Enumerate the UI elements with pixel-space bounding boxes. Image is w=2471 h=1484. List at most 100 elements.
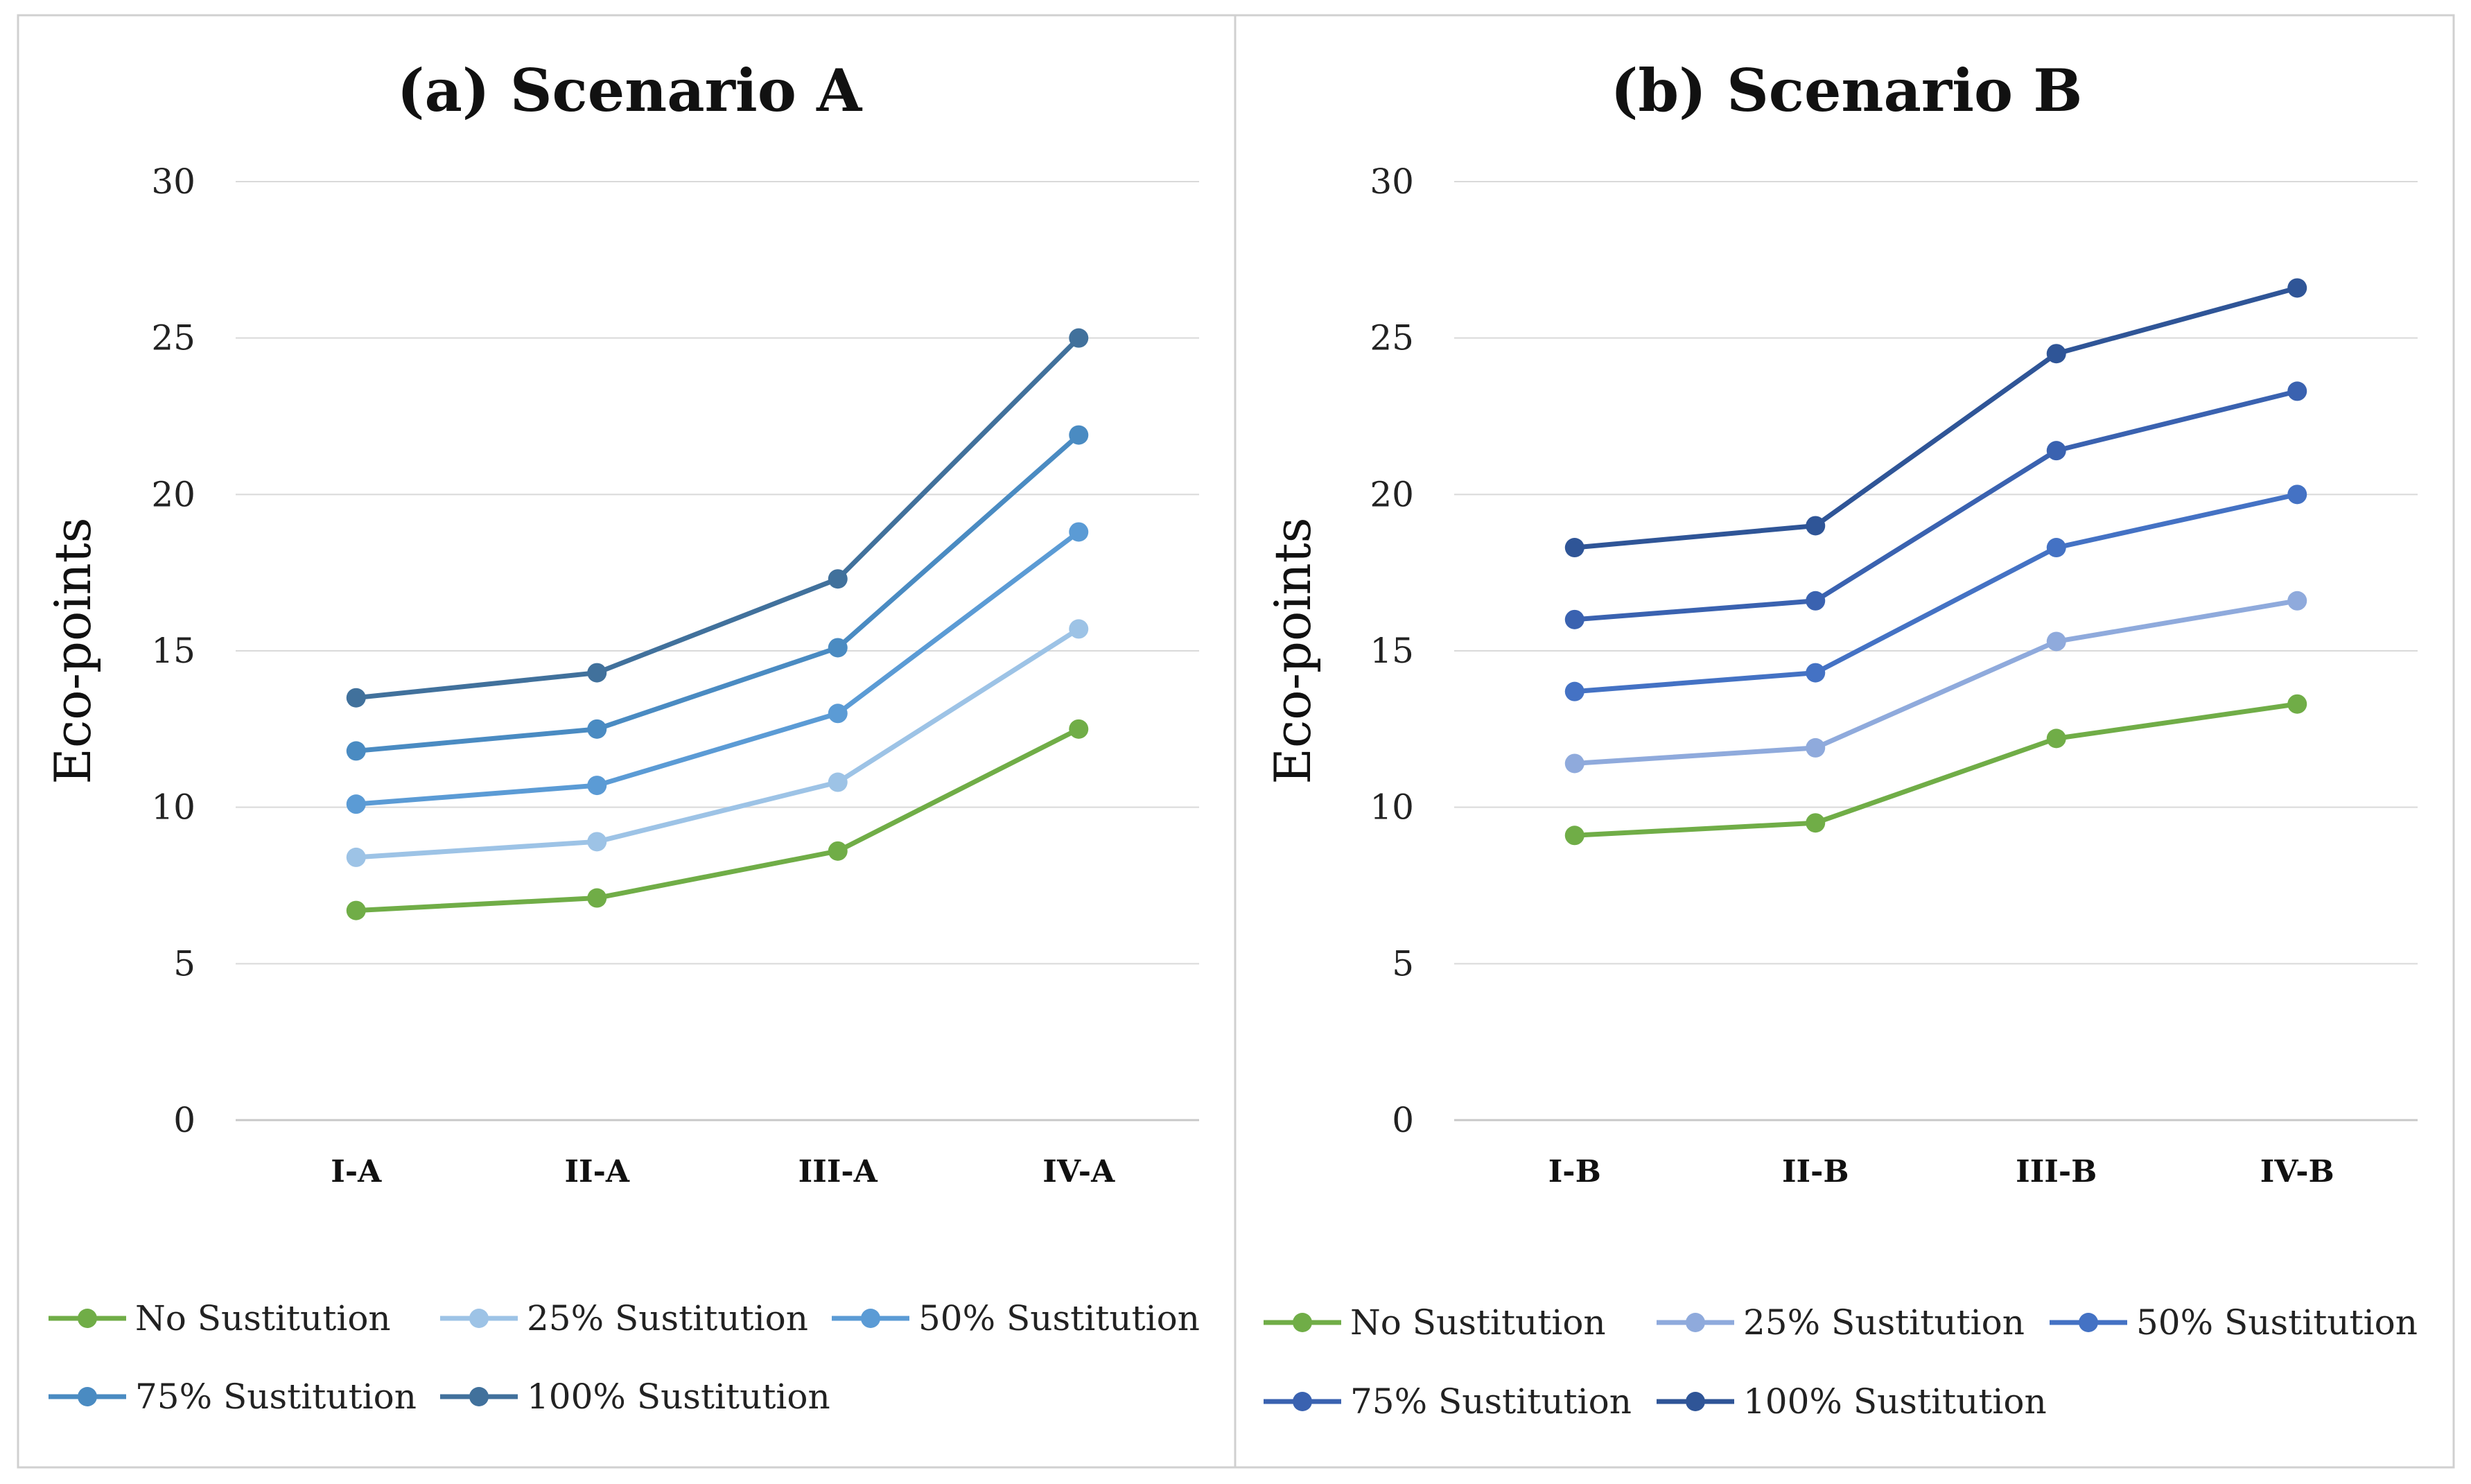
x-tick-label: II-B	[1782, 1154, 1849, 1189]
panel-scenario-b: (b) Scenario B Eco-points 0 5 10 15 20 25 30 I-B I…	[1264, 56, 2418, 1422]
legend-label: 75% Sustitution	[135, 1377, 417, 1417]
y-tick-label: 5	[173, 943, 195, 984]
data-point	[2046, 538, 2066, 558]
y-tick-label: 20	[151, 474, 195, 514]
data-point	[2046, 441, 2066, 461]
y-tick-label: 25	[1370, 318, 1414, 358]
y-tick-label: 0	[173, 1100, 195, 1140]
legend-label: 50% Sustitution	[2136, 1302, 2418, 1343]
data-point	[1806, 663, 1826, 683]
data-point	[2287, 278, 2307, 298]
data-point	[2046, 728, 2066, 749]
legend-swatch-marker	[469, 1387, 489, 1406]
legend-label: 25% Sustitution	[1743, 1302, 2025, 1343]
series-line	[353, 433, 1081, 753]
data-point	[2287, 694, 2307, 714]
series-line	[1572, 285, 2300, 550]
data-point	[828, 704, 848, 724]
y-tick-label: 5	[1392, 943, 1414, 984]
series-line	[353, 529, 1081, 807]
series-line	[353, 726, 1081, 914]
legend-label: 100% Sustitution	[527, 1377, 830, 1417]
legend-swatch-marker	[1293, 1313, 1312, 1332]
legend-label: 50% Sustitution	[918, 1298, 1200, 1338]
data-point	[828, 772, 848, 792]
y-tick-label: 30	[1370, 162, 1414, 202]
legend-label: 100% Sustitution	[1743, 1381, 2047, 1422]
data-point	[1806, 813, 1826, 833]
x-tick-label: IV-B	[2260, 1154, 2334, 1189]
data-point	[828, 569, 848, 589]
legend-swatch-marker	[2079, 1313, 2098, 1332]
legend-item: 25% Sustitution	[1657, 1302, 2025, 1343]
x-tick-label: III-A	[798, 1154, 878, 1189]
legend-label: 25% Sustitution	[527, 1298, 808, 1338]
data-point	[1806, 516, 1826, 536]
data-point	[346, 847, 366, 867]
data-point	[587, 832, 607, 852]
legend-swatch-marker	[78, 1387, 97, 1406]
legend-swatch-marker	[1686, 1392, 1705, 1411]
data-point	[1564, 609, 1584, 629]
y-tick-label: 10	[151, 787, 195, 828]
series-line	[1572, 598, 2300, 766]
data-point	[1564, 826, 1584, 846]
series-line	[353, 335, 1081, 701]
chart-title: (b) Scenario B	[1611, 56, 2083, 125]
data-point	[346, 900, 366, 920]
data-point	[2046, 631, 2066, 652]
data-point	[2046, 344, 2066, 364]
x-tick-label: III-B	[2016, 1154, 2097, 1189]
chart-title: (a) Scenario A	[397, 56, 863, 125]
series-line	[1572, 388, 2300, 622]
series-line	[353, 626, 1081, 860]
legend-item: No Sustitution	[1264, 1302, 1606, 1343]
data-point	[346, 741, 366, 761]
y-axis-label: Eco-points	[1264, 517, 1322, 784]
data-point	[2287, 381, 2307, 401]
legend-item: 75% Sustitution	[1264, 1381, 1632, 1422]
y-tick-label: 15	[1370, 631, 1414, 671]
data-point	[1069, 328, 1089, 348]
data-point	[2287, 591, 2307, 611]
data-point	[2287, 485, 2307, 505]
y-axis-label: Eco-points	[44, 517, 102, 784]
data-point	[828, 638, 848, 658]
data-point	[828, 841, 848, 861]
x-tick-label: I-B	[1548, 1154, 1601, 1189]
legend-item: 100% Sustitution	[1657, 1381, 2047, 1422]
legend-item: 50% Sustitution	[2050, 1302, 2418, 1343]
x-tick-label: IV-A	[1042, 1154, 1115, 1189]
series-line	[1572, 491, 2300, 695]
data-point	[1806, 737, 1826, 758]
legend-label: 75% Sustitution	[1350, 1381, 1632, 1422]
data-point	[1564, 753, 1584, 774]
data-point	[1069, 719, 1089, 739]
legend-swatch-marker	[1686, 1313, 1705, 1332]
data-point	[1069, 522, 1089, 542]
data-point	[587, 776, 607, 796]
y-tick-label: 10	[1370, 787, 1414, 828]
y-tick-label: 25	[151, 318, 195, 358]
x-tick-label: I-A	[331, 1154, 382, 1189]
legend-item: No Sustitution	[49, 1298, 391, 1338]
legend-item: 25% Sustitution	[440, 1298, 808, 1338]
series-line	[1572, 701, 2300, 838]
legend-label: No Sustitution	[1350, 1302, 1606, 1343]
legend-swatch-marker	[78, 1309, 97, 1328]
legend-swatch-marker	[469, 1309, 489, 1328]
data-point	[1069, 425, 1089, 445]
data-point	[587, 663, 607, 683]
data-point	[346, 794, 366, 814]
y-tick-label: 20	[1370, 474, 1414, 514]
data-point	[1564, 681, 1584, 701]
data-point	[1069, 619, 1089, 639]
y-tick-label: 15	[151, 631, 195, 671]
legend-swatch-marker	[1293, 1392, 1312, 1411]
y-tick-label: 0	[1392, 1100, 1414, 1140]
panel-scenario-a: (a) Scenario A Eco-points 0 5 10 15 20 25 30 I-A I…	[44, 56, 1200, 1417]
y-tick-label: 30	[151, 162, 195, 202]
data-point	[346, 688, 366, 708]
x-tick-label: II-A	[564, 1154, 629, 1189]
